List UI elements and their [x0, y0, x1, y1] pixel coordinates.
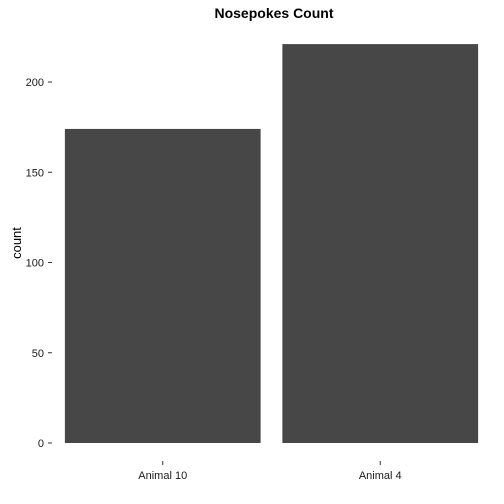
x-tick-label: Animal 10 — [138, 470, 187, 482]
y-tick-label: 50 — [32, 348, 44, 360]
y-axis-label: count — [9, 227, 24, 259]
x-tick-label: Animal 4 — [359, 470, 402, 482]
y-axis: 0 50 100 150 200 — [26, 77, 52, 450]
chart-title: Nosepokes Count — [214, 5, 333, 21]
bars — [64, 44, 479, 443]
x-axis: Animal 10 Animal 4 — [138, 461, 402, 482]
bar-animal-4 — [282, 44, 479, 443]
y-tick-label: 150 — [26, 167, 44, 179]
y-tick-label: 200 — [26, 77, 44, 89]
bar-animal-10 — [64, 128, 261, 443]
y-tick-label: 0 — [38, 438, 44, 450]
y-tick-label: 100 — [26, 258, 44, 270]
